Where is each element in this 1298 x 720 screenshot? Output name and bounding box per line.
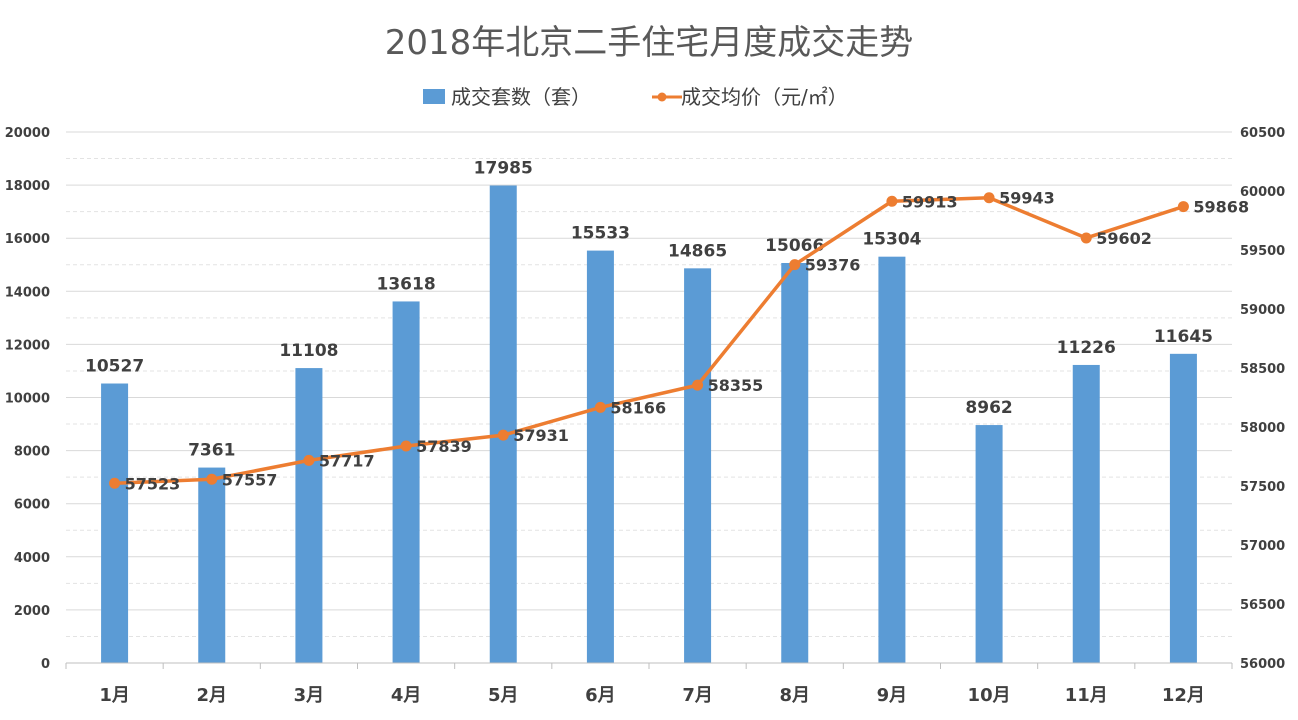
bar (684, 268, 712, 663)
y-right-tick-label: 58500 (1240, 362, 1285, 377)
bar-data-label: 8962 (965, 398, 1012, 418)
line-point (206, 473, 218, 485)
y-left-tick-label: 14000 (5, 285, 50, 300)
y-right-tick-label: 56000 (1240, 657, 1285, 672)
legend-bar-label: 成交套数（套） (451, 85, 591, 109)
x-tick-label: 7月 (682, 685, 713, 706)
y-left-tick-label: 4000 (14, 551, 50, 566)
bar (586, 250, 614, 663)
bar (295, 368, 323, 663)
bar-data-label: 11645 (1154, 327, 1213, 347)
line-data-label: 57557 (222, 470, 278, 489)
bar (878, 256, 906, 663)
line-point (497, 429, 509, 441)
y-left-tick-label: 18000 (5, 179, 50, 194)
bar-data-label: 11226 (1057, 338, 1116, 358)
line-data-label: 57523 (125, 474, 181, 493)
x-tick-label: 11月 (1065, 685, 1108, 706)
line-point (594, 401, 606, 413)
bar-data-label: 14865 (668, 241, 727, 261)
legend-line-label: 成交均价（元/㎡） (681, 85, 848, 109)
x-tick-label: 4月 (391, 685, 422, 706)
line-data-label: 58166 (610, 398, 666, 417)
bar (1169, 353, 1197, 663)
bar (101, 383, 129, 663)
bar (392, 301, 420, 663)
y-left-tick-label: 8000 (14, 445, 50, 460)
bar (489, 185, 517, 664)
bar (781, 262, 809, 663)
bar-data-label: 15304 (862, 230, 921, 250)
line-point (109, 477, 121, 489)
line-path (114, 195, 1184, 486)
y-left-tick-label: 16000 (5, 232, 50, 247)
bar-data-label: 15533 (571, 224, 630, 244)
y-left-tick-label: 0 (41, 657, 50, 672)
line-data-label: 57839 (416, 437, 472, 456)
x-axis: 1月 2月 3月 4月 5月 6月 7月 8月 9月 10月 11月 12月 (65, 662, 1233, 706)
line-point (983, 192, 995, 204)
bar-series: 10527 7361 11108 13618 17985 15533 14865 15066 1… (85, 158, 1213, 664)
line-data-label: 59913 (902, 192, 958, 211)
line-data-label: 59868 (1193, 198, 1249, 217)
bar-data-label: 11108 (279, 341, 338, 361)
line-data-label: 59602 (1096, 229, 1152, 248)
bar-data-label: 13618 (377, 274, 436, 294)
line-data-label: 57931 (513, 426, 569, 445)
bar-data-label: 7361 (188, 441, 235, 461)
x-tick-label: 9月 (877, 685, 908, 706)
y-axis-left: 0 2000 4000 6000 8000 10000 12000 14000 16000 180… (5, 126, 50, 672)
legend: 成交套数（套） 成交均价（元/㎡） (423, 85, 848, 109)
bar-data-label: 10527 (85, 357, 144, 377)
y-axis-right: 56000 56500 57000 57500 58000 58500 59000 59500… (1240, 126, 1285, 672)
line-data-label: 59376 (805, 256, 861, 275)
line-point (303, 454, 315, 466)
x-tick-label: 10月 (968, 685, 1011, 706)
y-right-tick-label: 60500 (1240, 126, 1285, 141)
line-point (400, 440, 412, 452)
y-left-tick-label: 6000 (14, 498, 50, 513)
line-point (1080, 232, 1092, 244)
line-point (692, 379, 704, 391)
bar-data-label: 17985 (474, 158, 533, 178)
line-data-label: 59943 (999, 189, 1055, 208)
x-tick-label: 6月 (585, 685, 616, 706)
line-data-label: 57717 (319, 451, 375, 470)
x-tick-label: 2月 (196, 685, 227, 706)
legend-line-marker (657, 92, 667, 102)
bar-data-label: 15066 (765, 236, 824, 256)
legend-bar-swatch (423, 89, 445, 104)
line-series: 57523 57557 57717 57839 57931 58166 58355 59376… (109, 189, 1249, 493)
x-tick-label: 12月 (1162, 685, 1205, 706)
x-tick-label: 1月 (99, 685, 130, 706)
y-right-tick-label: 59000 (1240, 303, 1285, 318)
y-right-tick-label: 56500 (1240, 598, 1285, 613)
gridlines (66, 131, 1232, 637)
y-left-tick-label: 10000 (5, 392, 50, 407)
y-right-tick-label: 57500 (1240, 480, 1285, 495)
line-point (1177, 201, 1189, 213)
y-left-tick-label: 2000 (14, 604, 50, 619)
line-data-label: 58355 (708, 376, 764, 395)
y-left-tick-label: 12000 (5, 338, 50, 353)
x-tick-label: 3月 (294, 685, 325, 706)
bar (1072, 364, 1100, 663)
bar (975, 425, 1003, 663)
line-point (886, 195, 898, 207)
y-right-tick-label: 59500 (1240, 244, 1285, 259)
chart-title: 2018年北京二手住宅月度成交走势 (385, 23, 914, 63)
x-tick-label: 8月 (779, 685, 810, 706)
y-right-tick-label: 57000 (1240, 539, 1285, 554)
x-tick-label: 5月 (488, 685, 519, 706)
line-point (789, 259, 801, 271)
y-left-tick-label: 20000 (5, 126, 50, 141)
y-right-tick-label: 58000 (1240, 421, 1285, 436)
y-right-tick-label: 60000 (1240, 185, 1285, 200)
bar (198, 467, 226, 663)
